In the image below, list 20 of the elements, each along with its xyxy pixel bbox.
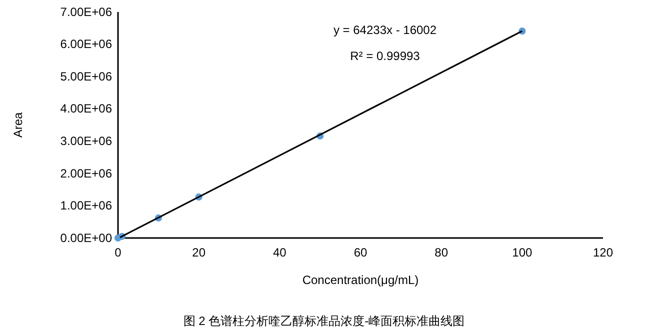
y-tick-label: 7.00E+06	[60, 4, 112, 19]
x-tick-label: 40	[272, 246, 287, 260]
y-axis-title: Area	[11, 112, 25, 138]
x-tick-label: 0	[114, 246, 122, 260]
annotation: R² = 0.99993	[350, 49, 420, 63]
y-tick-label: 2.00E+06	[60, 166, 112, 180]
x-tick-label: 80	[434, 246, 448, 260]
y-tick-label: 6.00E+06	[60, 37, 112, 52]
x-tick-label: 20	[192, 246, 206, 260]
caption: 图 2 色谱柱分析喹乙醇标准品浓度-峰面积标准曲线图	[183, 314, 465, 328]
x-axis-title: Concentration(μg/mL)	[302, 273, 419, 287]
x-tick-label: 100	[512, 246, 532, 260]
y-tick-label: 1.00E+06	[60, 198, 112, 213]
x-tick-label: 120	[592, 246, 614, 260]
y-tick-label: 3.00E+06	[60, 134, 112, 148]
x-tick-label: 60	[354, 246, 368, 260]
annotation: y = 64233x - 16002	[333, 23, 437, 37]
y-tick-label: 0.00E+00	[60, 230, 112, 245]
y-tick-label: 5.00E+06	[60, 69, 112, 84]
y-tick-label: 4.00E+06	[60, 102, 112, 116]
